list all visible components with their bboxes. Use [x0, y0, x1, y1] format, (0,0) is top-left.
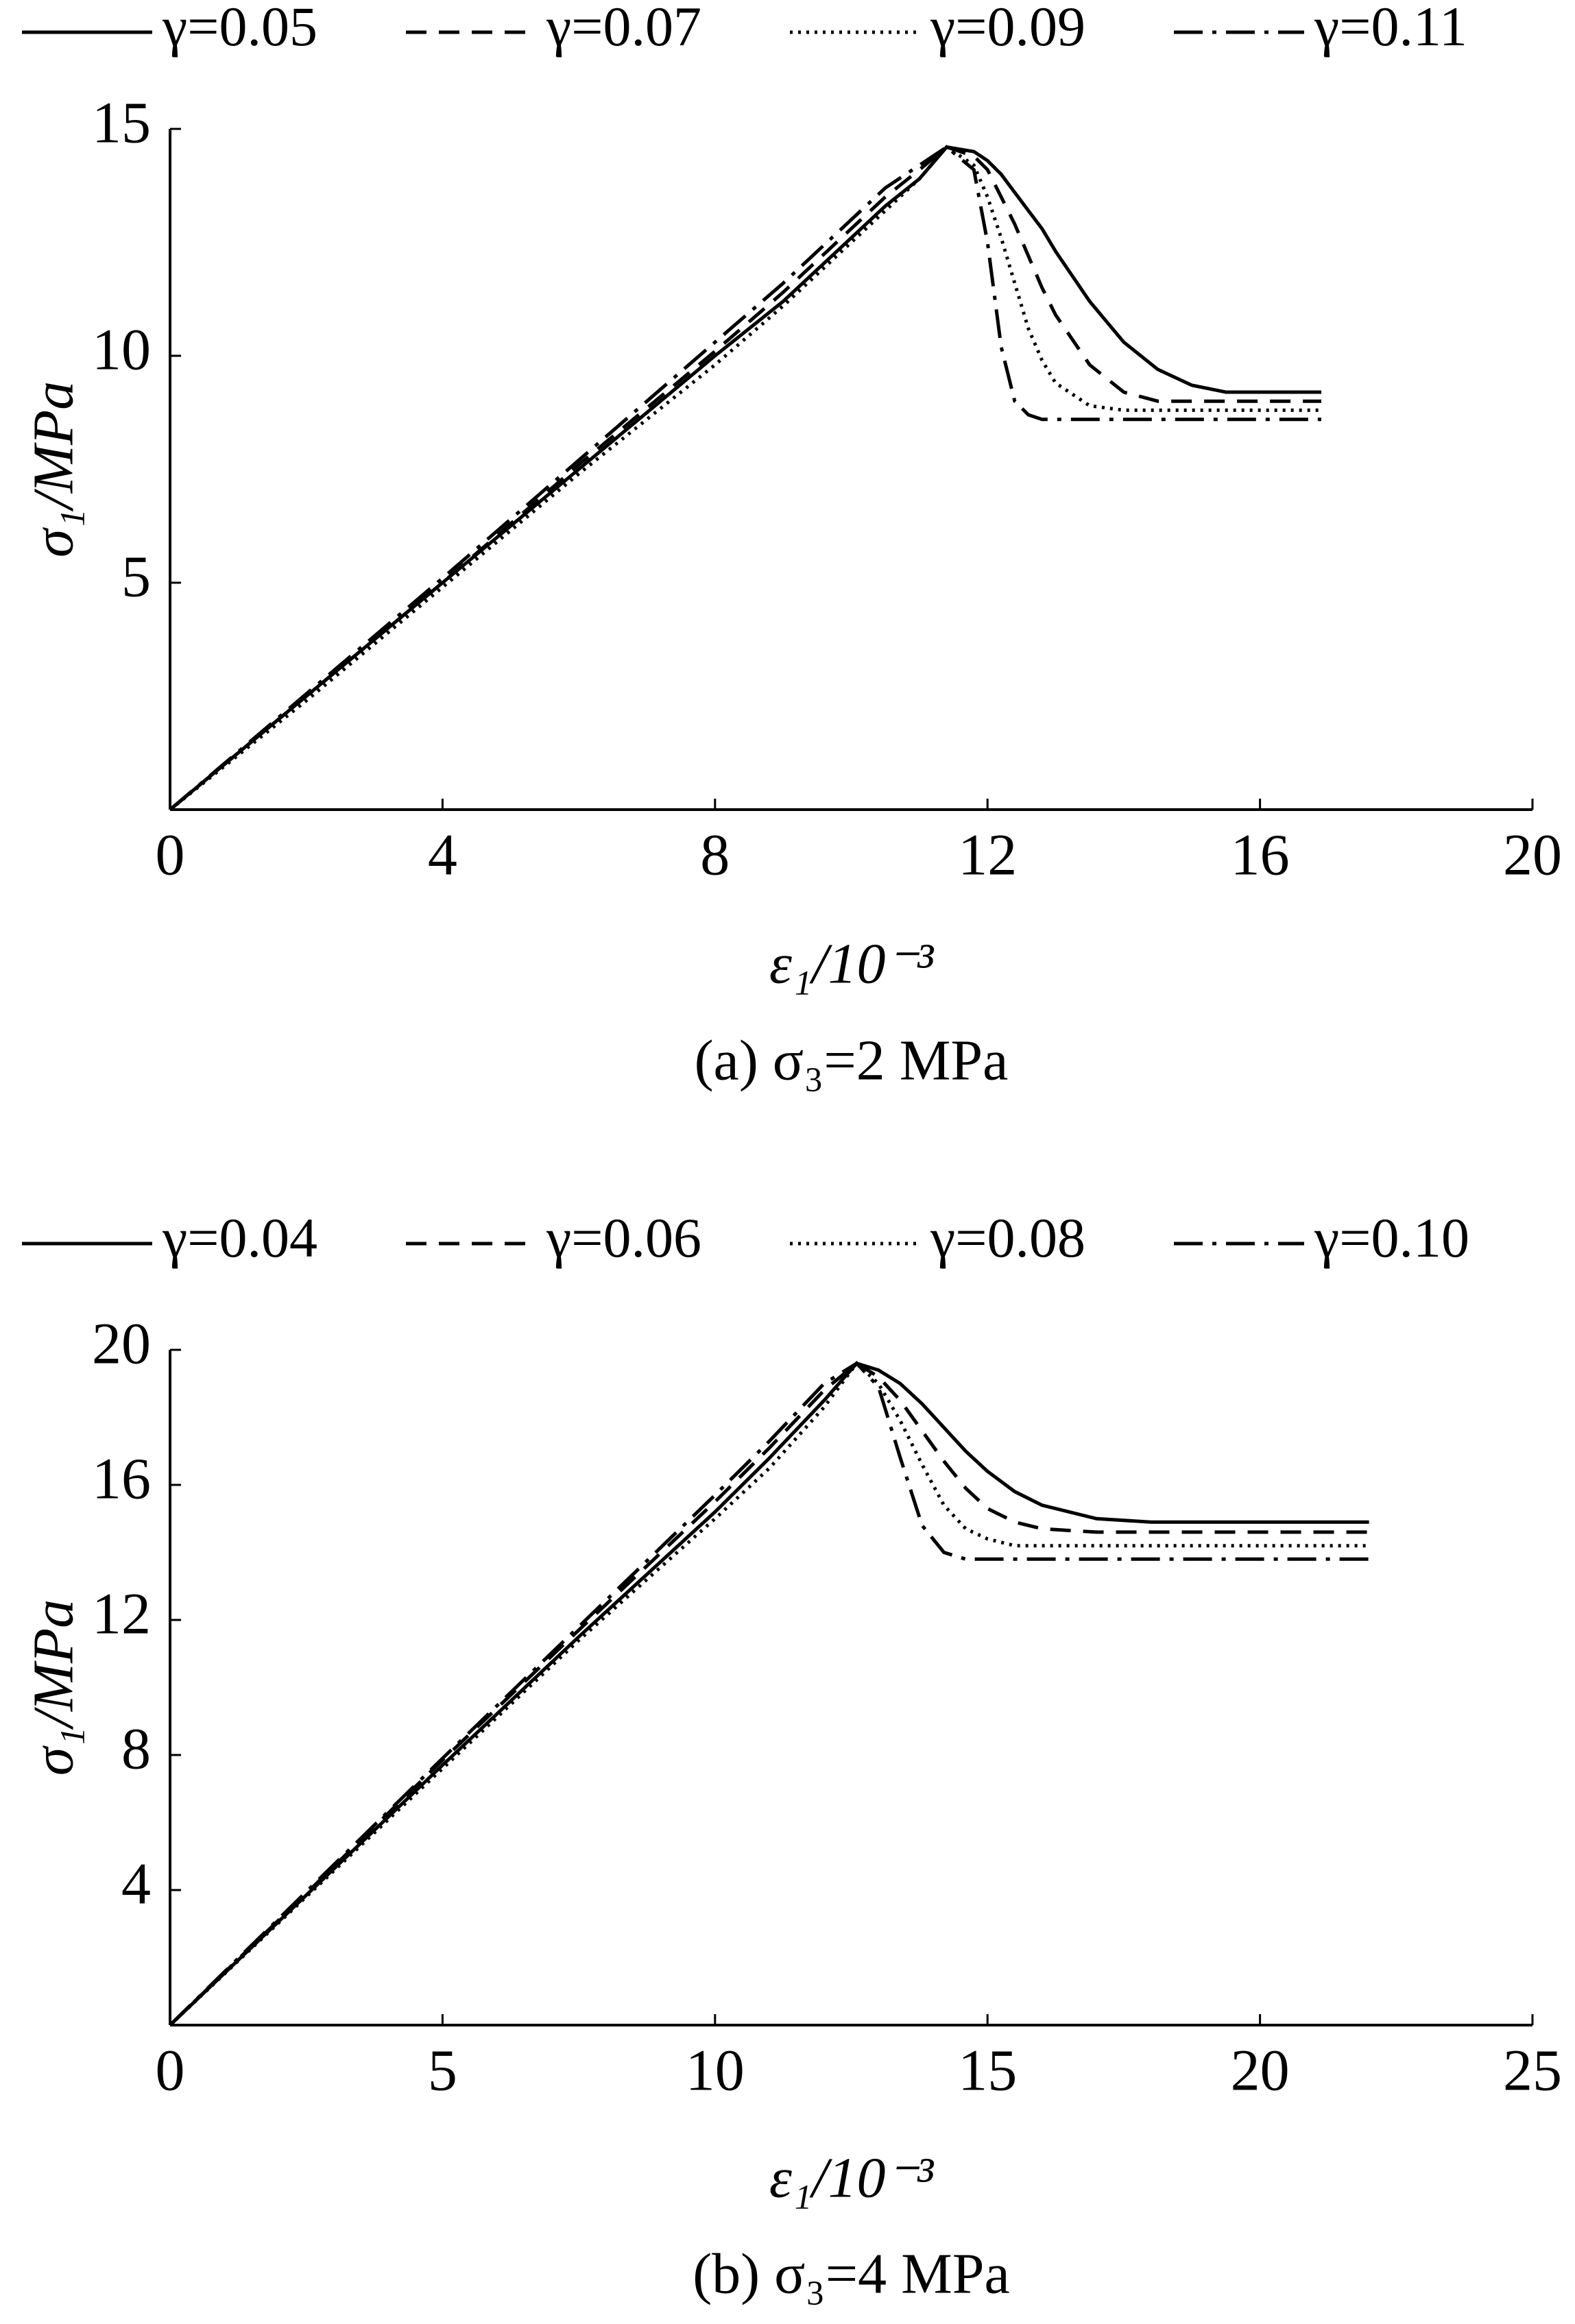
y-axis-label: σ₁/MPa — [21, 381, 85, 557]
x-tick-label: 5 — [428, 2037, 457, 2103]
series-line — [169, 1361, 1369, 2026]
x-tick-label: 0 — [156, 2037, 185, 2103]
x-axis-label: ε₁/10⁻³ — [769, 2146, 935, 2210]
y-tick-label: 10 — [92, 317, 151, 383]
x-tick-label: 4 — [428, 822, 457, 888]
legend-label: γ=0.06 — [546, 1207, 701, 1269]
x-axis-label: ε₁/10⁻³ — [769, 932, 935, 995]
y-tick-label: 5 — [121, 544, 151, 609]
y-axis-label: σ₁/MPa — [21, 1599, 85, 1776]
legend-label: γ=0.08 — [930, 1207, 1085, 1269]
series-line — [169, 145, 1321, 811]
y-tick-label: 20 — [92, 1311, 151, 1377]
y-tick-label: 8 — [121, 1716, 151, 1782]
legend-label: γ=0.05 — [162, 0, 317, 58]
x-tick-label: 12 — [958, 822, 1017, 888]
legend-label: γ=0.07 — [546, 0, 701, 58]
x-tick-label: 10 — [686, 2037, 745, 2103]
x-tick-label: 20 — [1231, 2037, 1290, 2103]
legend-label: γ=0.04 — [162, 1207, 317, 1269]
legend-label: γ=0.09 — [930, 0, 1085, 58]
series-line — [169, 145, 1321, 811]
legend-label: γ=0.10 — [1314, 1207, 1469, 1269]
y-tick-label: 16 — [92, 1446, 151, 1512]
series-line — [169, 1360, 1369, 2026]
y-tick-label: 12 — [92, 1581, 151, 1647]
series-line — [169, 1361, 1369, 2026]
legend-label: γ=0.11 — [1314, 0, 1467, 58]
caption: (b) σ₃=4 MPa — [693, 2242, 1010, 2305]
y-tick-label: 15 — [92, 90, 151, 156]
x-tick-label: 16 — [1231, 822, 1290, 888]
series-line — [169, 1361, 1369, 2026]
y-tick-label: 4 — [121, 1851, 151, 1917]
x-tick-label: 8 — [700, 822, 730, 888]
caption: (a) σ₃=2 MPa — [695, 1028, 1009, 1092]
x-tick-label: 0 — [156, 822, 185, 888]
x-tick-label: 20 — [1503, 822, 1562, 888]
series-line — [169, 145, 1321, 811]
x-tick-label: 15 — [958, 2037, 1017, 2103]
series-line — [169, 145, 1321, 811]
x-tick-label: 25 — [1503, 2037, 1562, 2103]
